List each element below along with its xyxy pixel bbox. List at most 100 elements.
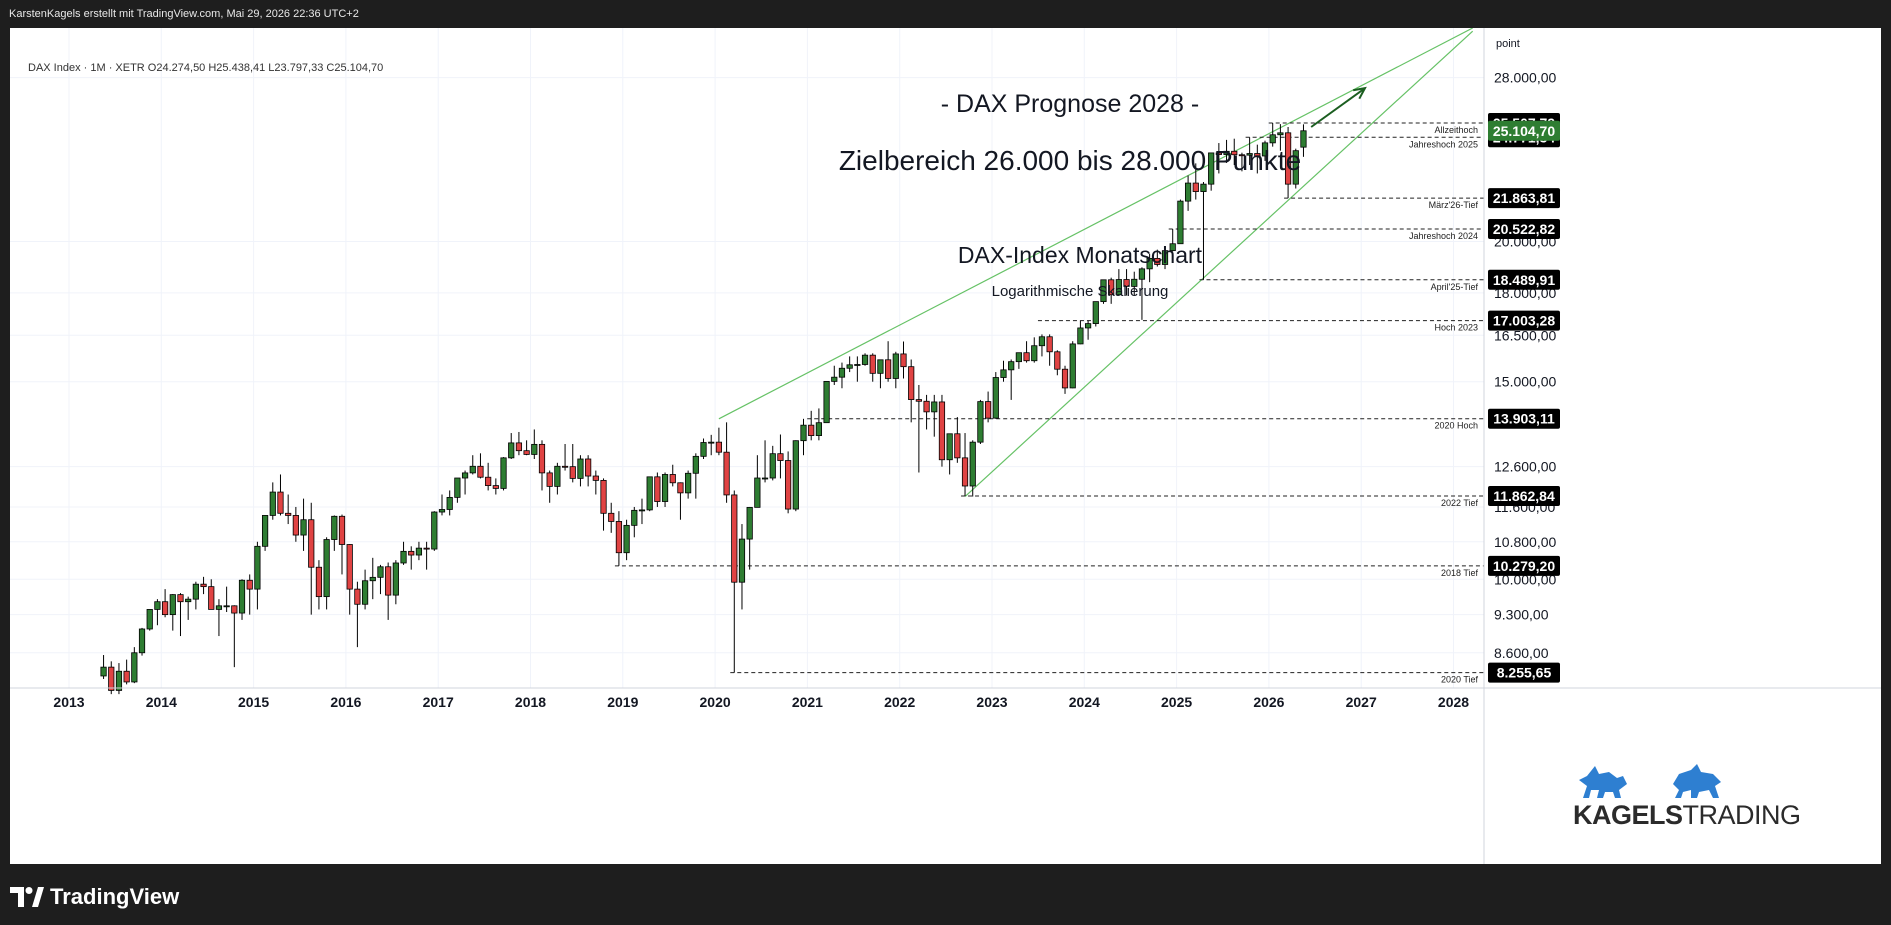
candle-body <box>269 491 276 516</box>
candle <box>715 427 723 456</box>
candle <box>438 494 446 516</box>
candle <box>985 391 992 423</box>
candle-body <box>1138 268 1146 280</box>
candle-body <box>508 442 515 459</box>
candle <box>492 478 499 495</box>
candle-body <box>946 433 953 461</box>
candle-body <box>392 562 399 596</box>
candle-body <box>1146 257 1153 270</box>
candle-body <box>377 566 384 578</box>
candle <box>969 440 976 497</box>
candle <box>400 541 407 565</box>
candle-body <box>554 465 561 487</box>
candle <box>254 541 261 610</box>
time-tick-label: 2024 <box>1069 694 1100 710</box>
candle-body <box>285 512 292 516</box>
candle <box>685 470 692 499</box>
candle <box>138 627 146 656</box>
level-price-tag-bg <box>1488 188 1560 209</box>
candle <box>954 417 961 463</box>
candle-body <box>869 354 876 374</box>
current-price-tag: 25.104,70 <box>1488 120 1560 141</box>
candle <box>792 440 799 512</box>
candle-body <box>354 588 361 605</box>
candle <box>538 440 546 491</box>
candle <box>708 434 715 456</box>
candle <box>415 541 423 561</box>
candle <box>585 455 592 487</box>
candle-body <box>600 479 607 514</box>
candle-body <box>115 670 123 691</box>
candle <box>992 372 999 419</box>
candle <box>1138 267 1146 320</box>
candle-body <box>415 547 423 556</box>
candle-body <box>569 466 576 479</box>
candle <box>154 599 161 626</box>
candle-body <box>654 476 661 502</box>
candle <box>554 462 561 495</box>
candle-body <box>446 496 453 510</box>
level-price-tag-text: 11.862,84 <box>1493 488 1555 504</box>
candle-body <box>323 539 330 598</box>
candle-body <box>1223 150 1230 155</box>
level-price-tag: 18.489,91 <box>1488 269 1560 290</box>
candle-body <box>792 440 799 510</box>
candle <box>431 511 438 551</box>
candle-body <box>1177 200 1184 245</box>
candle <box>115 663 123 695</box>
brand-name-regular: TRADING <box>1682 800 1802 830</box>
candle-body <box>692 455 699 474</box>
candle-body <box>561 465 569 468</box>
candle-body <box>923 400 930 413</box>
candle <box>315 560 323 610</box>
candle <box>869 353 876 382</box>
candle <box>1238 152 1246 172</box>
level-price-tag-text: 8.255,65 <box>1497 665 1552 681</box>
candle-body <box>108 666 115 691</box>
candle <box>1069 341 1076 389</box>
candle-body <box>1131 278 1138 287</box>
candle <box>600 478 607 531</box>
footer-bar: TradingView <box>0 864 1891 925</box>
candle <box>1115 269 1122 296</box>
level-label: Hoch 2023 <box>1434 323 1478 333</box>
candle <box>1215 143 1222 174</box>
candle-body <box>1015 352 1022 363</box>
candle <box>238 579 246 620</box>
candle-body <box>192 583 199 600</box>
candle <box>1254 144 1261 174</box>
candle-body <box>1277 132 1284 136</box>
candle <box>892 351 899 389</box>
candle-body <box>1115 279 1122 296</box>
candle-body <box>523 450 530 455</box>
candle <box>615 511 623 566</box>
candle-body <box>892 353 899 379</box>
bull-bear-logo-icon <box>1579 764 1721 798</box>
candle-body <box>769 453 776 479</box>
candle <box>1284 127 1292 199</box>
candle-body <box>638 509 646 512</box>
tradingview-logo-text: TradingView <box>50 884 180 909</box>
candle-body <box>1215 152 1222 155</box>
chart-canvas[interactable]: Allzeithoch Jahreshoch 2025 März'26-Tief Ja… <box>10 28 1881 864</box>
candle-body <box>1292 150 1299 185</box>
tradingview-logo[interactable]: TradingView <box>10 884 179 910</box>
price-tick-label: 16.500,00 <box>1494 327 1556 343</box>
time-tick-label: 2021 <box>792 694 823 710</box>
candle <box>961 433 969 497</box>
candle-body <box>761 477 769 480</box>
level-label: Allzeithoch <box>1434 125 1478 135</box>
candle <box>208 579 215 610</box>
candle <box>1123 269 1130 296</box>
level-price-tag: 8.255,65 <box>1488 662 1560 683</box>
candle <box>292 506 299 542</box>
level-price-tag: 10.279,20 <box>1488 555 1560 576</box>
candle <box>369 557 376 600</box>
time-tick-label: 2015 <box>238 694 269 710</box>
candle-body <box>400 550 407 564</box>
candle <box>746 506 753 570</box>
candle-body <box>1284 132 1292 185</box>
chart-frame[interactable]: Allzeithoch Jahreshoch 2025 März'26-Tief Ja… <box>10 28 1881 864</box>
candle <box>269 482 276 520</box>
level-label: 2020 Tief <box>1441 675 1479 685</box>
